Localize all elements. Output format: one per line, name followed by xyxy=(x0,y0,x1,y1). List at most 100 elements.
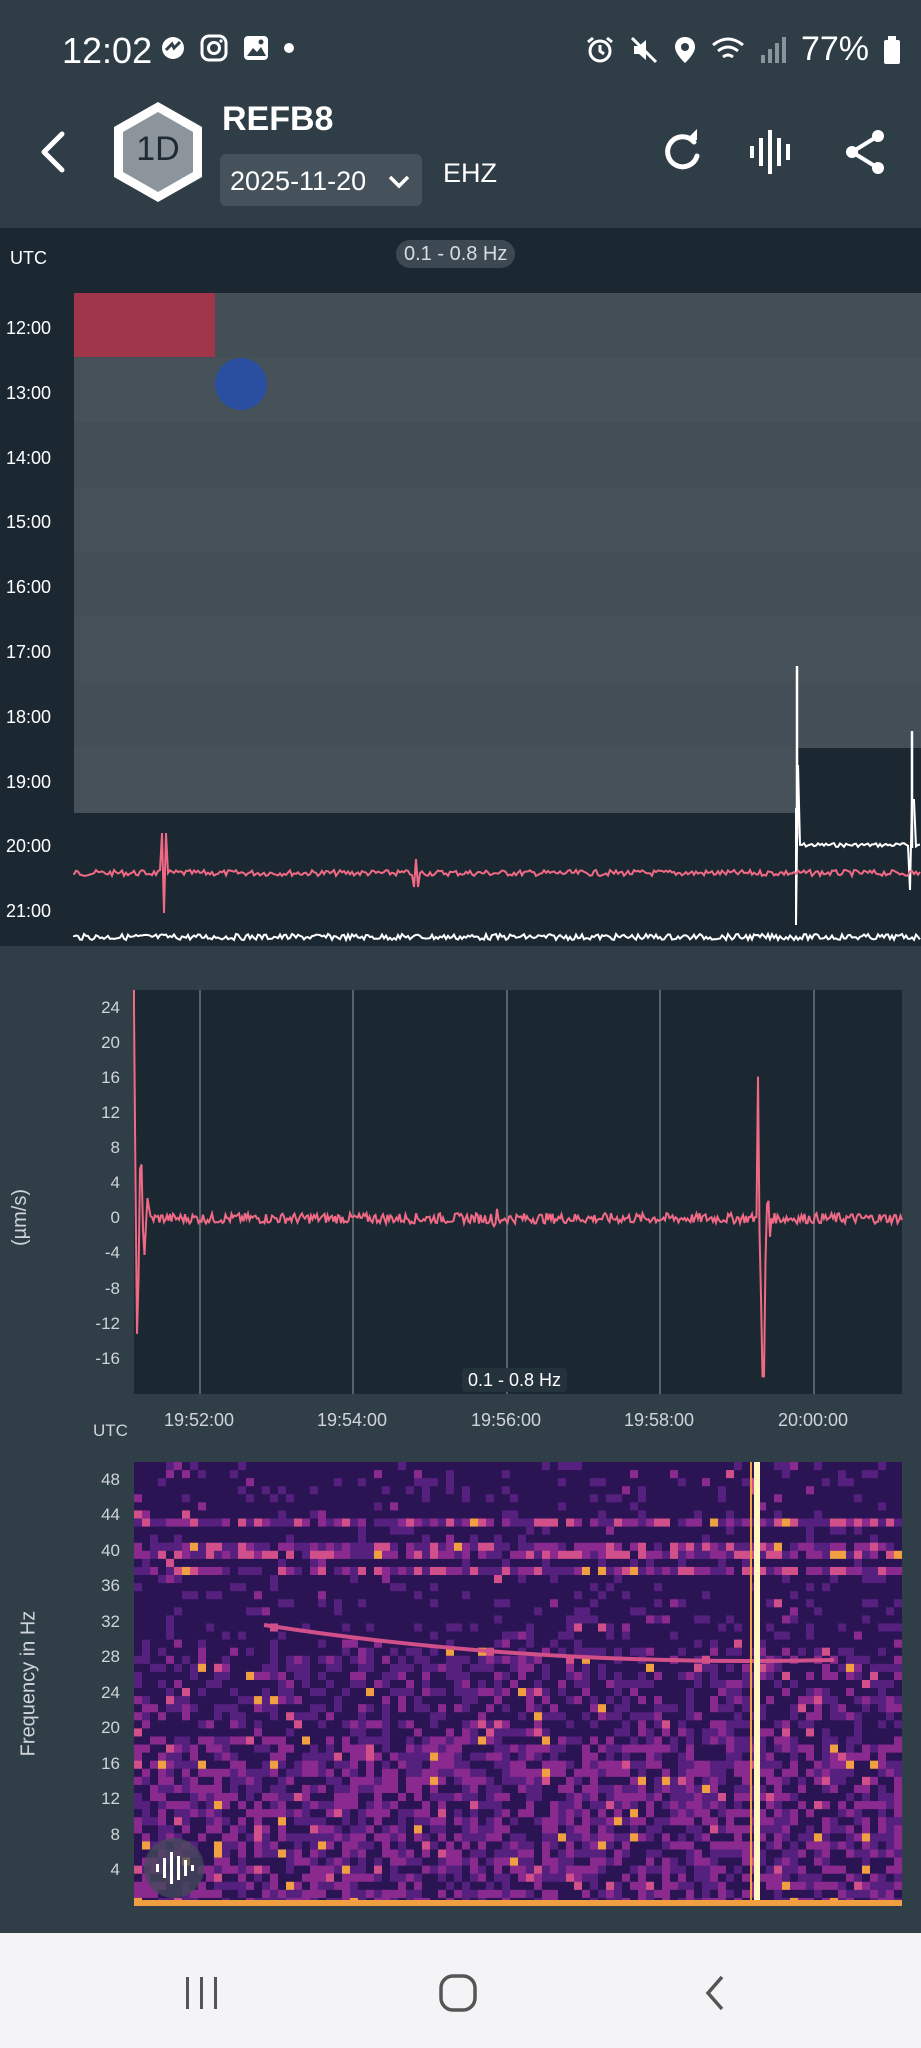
spectrogram-cell xyxy=(550,1688,559,1697)
spectrogram-cell xyxy=(502,1510,511,1520)
spectrogram-cell xyxy=(646,1752,655,1762)
spectrogram-cell xyxy=(550,1623,559,1633)
spectrogram-cell xyxy=(670,1591,679,1600)
spectrogram-cell xyxy=(462,1776,471,1786)
spectrogram-cell xyxy=(246,1857,255,1867)
spectrogram-cell xyxy=(606,1526,615,1536)
spectrogram-cell xyxy=(262,1558,271,1568)
spectrogram-cell xyxy=(166,1558,175,1568)
spectrogram-cell xyxy=(502,1792,511,1802)
spectrogram-cell xyxy=(654,1889,663,1899)
spectrogram-cell xyxy=(390,1833,399,1842)
spectrogram-cell xyxy=(366,1768,375,1778)
spectrogram-cell xyxy=(470,1809,479,1818)
spectrogram-cell xyxy=(286,1704,295,1713)
spectrogram-cell xyxy=(662,1542,671,1552)
spectrogram-cell xyxy=(270,1833,279,1842)
spectrogram-cell xyxy=(662,1631,671,1641)
spectrogram-cell xyxy=(342,1688,351,1697)
spectrogram-cell xyxy=(326,1768,335,1778)
spectrogram-cell xyxy=(406,1841,415,1850)
spectrogram-cell xyxy=(742,1542,751,1552)
spectrogram-cell xyxy=(422,1526,431,1536)
spectrogram-cell xyxy=(262,1655,271,1665)
spectrogram-cell xyxy=(806,1865,815,1875)
spectrogram-cell xyxy=(198,1768,207,1778)
seismogram-plot-area[interactable] xyxy=(134,990,902,1394)
spectrogram-cell xyxy=(318,1478,327,1487)
spectrogram-cell xyxy=(398,1768,407,1778)
spectrogram-cell xyxy=(246,1558,255,1568)
spectrogram-cell xyxy=(510,1679,519,1689)
spectrogram-cell xyxy=(246,1655,255,1665)
spectrogram-cell xyxy=(526,1865,535,1875)
spectrogram-cell xyxy=(582,1478,591,1487)
spectrogram-cell xyxy=(502,1623,511,1633)
helicorder-view[interactable]: UTC 0.1 - 0.8 Hz 12:00 13:00 14:00 15:00 16:… xyxy=(0,228,921,946)
spectrogram-cell xyxy=(550,1510,559,1520)
spectrogram-cell xyxy=(382,1510,391,1520)
spectrogram-cell xyxy=(758,1470,767,1479)
spectrogram-cell xyxy=(566,1752,575,1762)
spectrogram-cell xyxy=(406,1542,415,1552)
spectrogram-cell xyxy=(222,1639,231,1649)
spectrogram-cell xyxy=(446,1792,455,1802)
spectrogram-cell xyxy=(454,1615,463,1624)
spectrogram-cell xyxy=(438,1502,447,1511)
spectrogram-cell xyxy=(830,1647,839,1657)
spectrogram-cell xyxy=(470,1526,479,1536)
spectrogram-cell xyxy=(502,1817,511,1826)
spectrogram-cell xyxy=(366,1736,375,1746)
spectrogram-cell xyxy=(774,1736,783,1746)
spectrogram-cell xyxy=(726,1784,735,1794)
spectrogram-cell xyxy=(798,1744,807,1754)
spectrogram-cell xyxy=(526,1542,535,1552)
spectrogram-cell xyxy=(766,1865,775,1875)
spectrogram-cell xyxy=(734,1728,743,1737)
spectrogram-cell xyxy=(310,1720,319,1729)
spectrogram-cell xyxy=(422,1583,431,1592)
spectrogram-cell xyxy=(230,1792,239,1802)
refresh-icon[interactable] xyxy=(656,126,708,178)
spectrogram-cell xyxy=(622,1833,631,1842)
spectrogram-cell xyxy=(486,1801,495,1810)
spectrogram-cell xyxy=(366,1623,375,1633)
spectrogram-cell xyxy=(398,1510,407,1520)
spectrogram-cell xyxy=(470,1502,479,1511)
share-icon[interactable] xyxy=(840,126,892,178)
spectrogram-cell xyxy=(422,1558,431,1568)
spectrogram-cell xyxy=(822,1841,831,1850)
spectrogram-cell xyxy=(454,1655,463,1665)
spectrogram-cell xyxy=(486,1502,495,1511)
back-arrow-icon[interactable] xyxy=(28,124,84,180)
spectrogram-cell xyxy=(238,1760,247,1770)
spectrogram-cell xyxy=(278,1550,287,1560)
spectrogram-cell xyxy=(134,1712,143,1721)
spectrogram-cell xyxy=(214,1550,223,1560)
spectrogram-cell xyxy=(158,1510,167,1520)
spectrogram-cell xyxy=(526,1607,535,1616)
spectrogram-cell xyxy=(422,1510,431,1520)
spectrogram-cell xyxy=(414,1865,423,1875)
spectrogram-cell xyxy=(166,1809,175,1818)
spectrogram-cell xyxy=(350,1728,359,1737)
spectrogram-cell xyxy=(414,1776,423,1786)
spectrogram-cell xyxy=(638,1809,647,1818)
spectrogram-cell xyxy=(542,1542,551,1552)
spectrogram-cell xyxy=(390,1881,399,1891)
date-dropdown[interactable]: 2025-11-20 xyxy=(220,154,422,206)
spectrogram-cell xyxy=(398,1704,407,1713)
spectrogram-cell xyxy=(358,1841,367,1850)
spectrogram-cell xyxy=(574,1647,583,1657)
spectrogram-cell xyxy=(702,1599,711,1608)
spectrogram-plot[interactable] xyxy=(134,1462,902,1906)
spectrogram-cell xyxy=(398,1679,407,1689)
waveform-icon[interactable] xyxy=(746,126,798,178)
spectrogram-cell xyxy=(334,1865,343,1875)
spectrogram-cell xyxy=(206,1607,215,1616)
spectrogram-cell xyxy=(190,1792,199,1802)
spectrogram-cell xyxy=(390,1720,399,1729)
spectrogram-cell xyxy=(414,1566,423,1576)
spectrogram-cell xyxy=(254,1647,263,1657)
spectrogram-cell xyxy=(654,1599,663,1608)
